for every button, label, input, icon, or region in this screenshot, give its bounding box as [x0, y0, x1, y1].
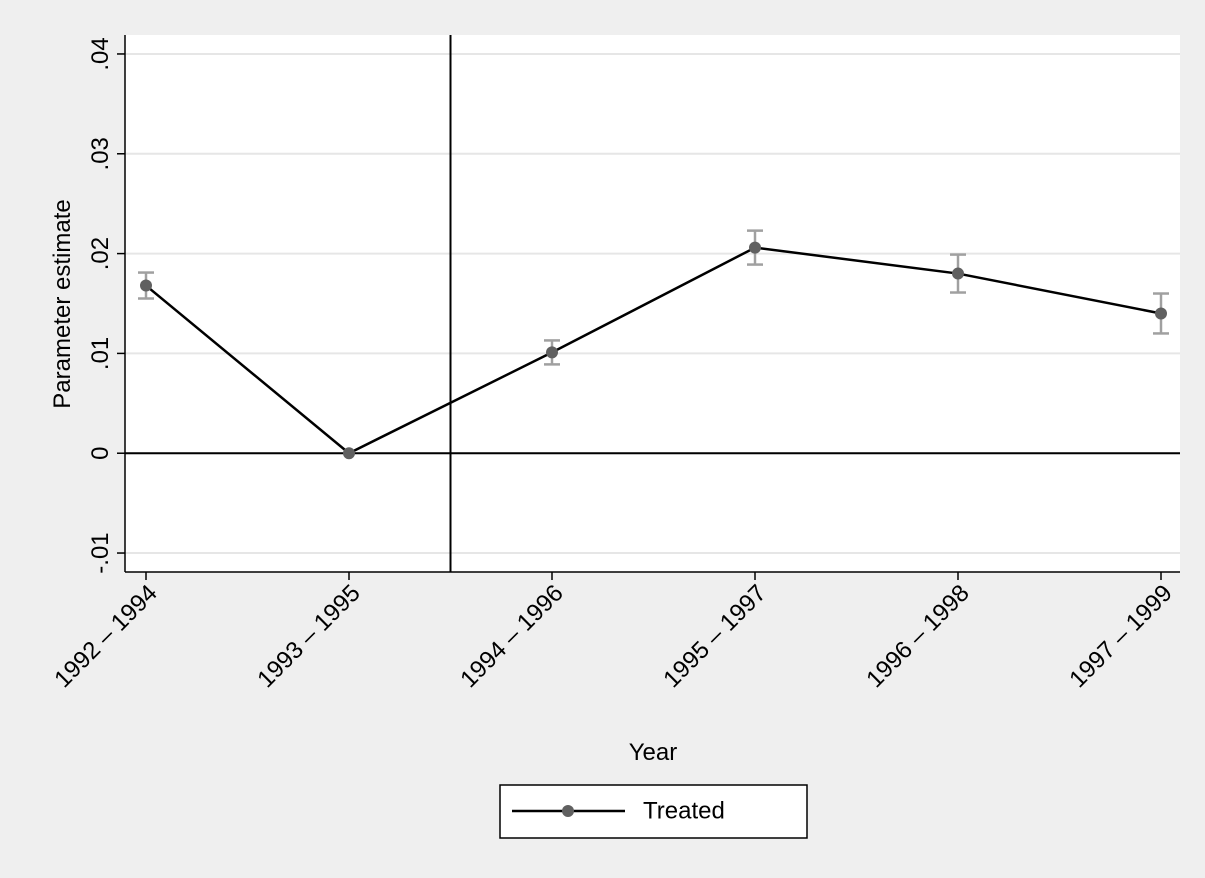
plot-area — [125, 35, 1180, 572]
legend-marker — [562, 805, 574, 817]
marker — [546, 346, 558, 359]
marker — [952, 267, 964, 280]
legend-label: Treated — [643, 797, 725, 824]
marker — [343, 447, 355, 460]
y-tick-label: 0 — [87, 447, 114, 460]
y-tick-label: .03 — [87, 137, 114, 170]
marker — [749, 241, 761, 254]
y-tick-label: .04 — [87, 37, 114, 70]
y-axis-title: Parameter estimate — [49, 199, 76, 408]
line — [145, 246, 1162, 455]
marker — [1155, 307, 1167, 320]
marker — [140, 279, 152, 292]
y-tick-label: .02 — [87, 237, 114, 270]
y-tick-label: -.01 — [87, 532, 114, 573]
y-tick-label: .01 — [87, 337, 114, 370]
x-axis-title: Year — [629, 739, 678, 766]
